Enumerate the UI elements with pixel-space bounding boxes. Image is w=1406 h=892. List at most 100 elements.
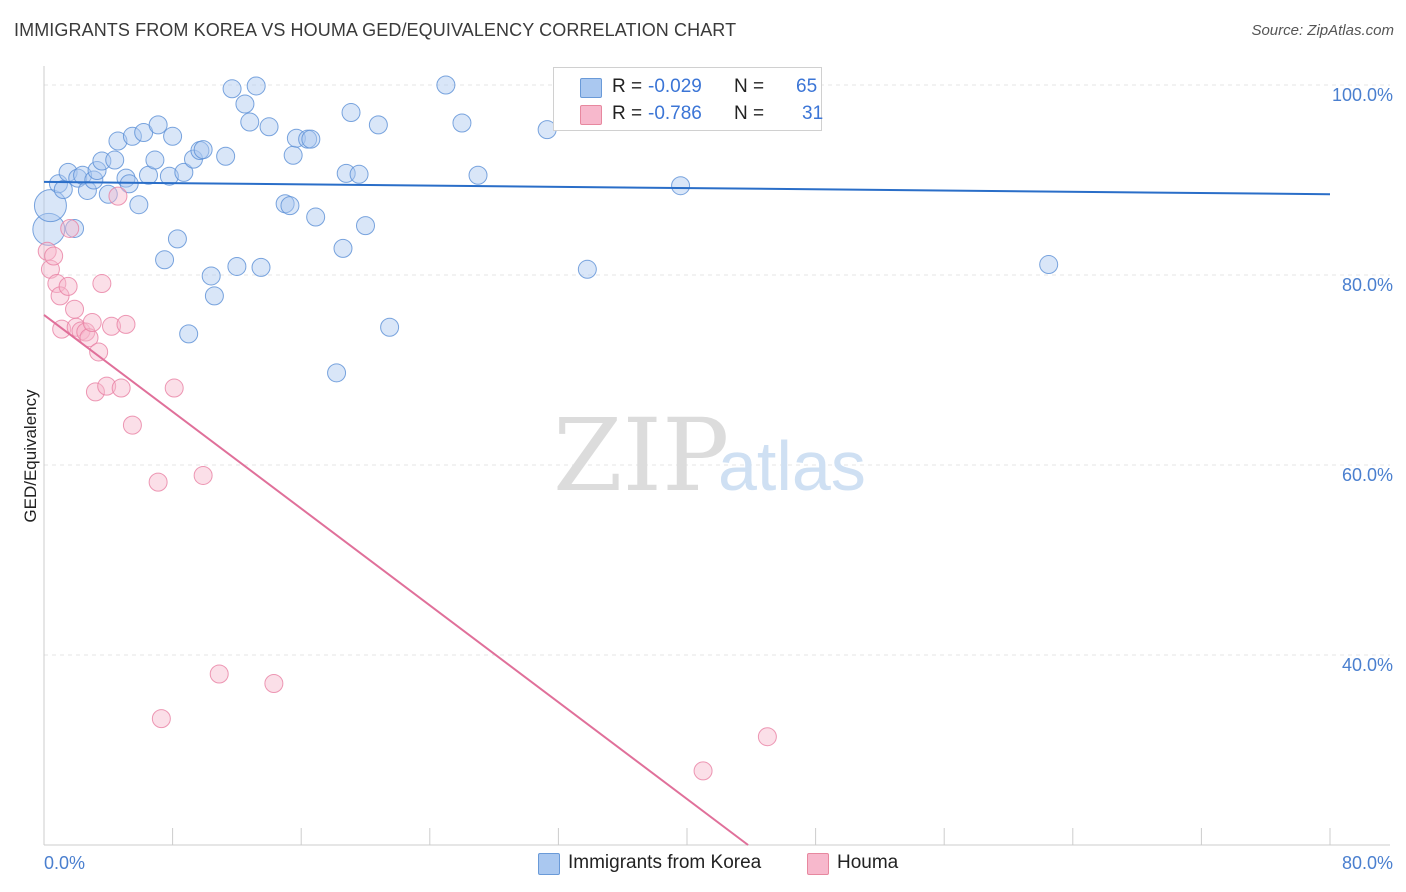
data-point xyxy=(356,216,375,236)
legend-r-value: -0.029 xyxy=(648,76,702,97)
data-point xyxy=(151,709,171,729)
data-point xyxy=(108,186,128,206)
y-tick-label: 40.0% xyxy=(1342,655,1393,675)
data-point xyxy=(436,75,456,95)
data-point xyxy=(174,162,194,182)
chart-title: IMMIGRANTS FROM KOREA VS HOUMA GED/EQUIV… xyxy=(14,20,737,40)
data-point xyxy=(368,115,388,135)
data-point xyxy=(167,229,187,249)
data-point xyxy=(89,342,109,362)
data-point xyxy=(116,314,136,334)
data-point xyxy=(108,131,128,151)
data-point xyxy=(53,180,73,199)
bottom-legend-swatch-korea xyxy=(538,853,560,875)
legend-swatch-houma xyxy=(580,105,602,125)
data-point xyxy=(251,257,271,277)
data-point xyxy=(1039,255,1059,275)
y-tick-label: 80.0% xyxy=(1342,275,1393,295)
data-point xyxy=(122,126,142,146)
data-point xyxy=(306,207,326,227)
x-tick-label: 80.0% xyxy=(1342,853,1393,873)
data-point xyxy=(58,276,78,296)
data-point xyxy=(122,415,142,435)
data-point xyxy=(264,674,284,693)
data-point xyxy=(145,150,165,170)
data-point xyxy=(82,313,102,332)
gridlines xyxy=(44,84,1390,656)
data-point xyxy=(32,212,66,246)
data-point xyxy=(327,363,347,383)
data-point xyxy=(216,146,236,166)
data-point xyxy=(341,103,361,123)
trend-line xyxy=(43,180,1331,196)
data-point xyxy=(452,113,472,133)
data-point xyxy=(73,165,93,185)
source-note: Source: ZipAtlas.com xyxy=(1251,22,1394,39)
data-point xyxy=(60,218,80,238)
x-tick-label: 0.0% xyxy=(44,853,85,873)
data-point xyxy=(148,472,168,492)
data-point xyxy=(164,378,184,398)
data-point xyxy=(98,184,118,204)
legend-n-label: N = xyxy=(734,103,765,124)
data-point xyxy=(757,727,777,747)
data-point xyxy=(102,316,122,336)
y-tick-label: 100.0% xyxy=(1332,85,1393,105)
data-point xyxy=(349,164,369,184)
data-point xyxy=(47,274,67,294)
data-points xyxy=(32,71,1059,781)
data-point xyxy=(179,324,199,344)
data-point xyxy=(693,761,713,781)
data-point xyxy=(333,238,353,258)
data-point xyxy=(65,299,85,319)
data-point xyxy=(227,256,247,276)
data-point xyxy=(111,378,131,398)
data-point xyxy=(129,195,149,215)
data-point xyxy=(468,165,488,185)
data-point xyxy=(301,129,321,149)
trend-lines xyxy=(43,180,1331,846)
data-point xyxy=(280,196,300,216)
data-point xyxy=(246,76,266,96)
data-point xyxy=(204,286,224,306)
bottom-legend-swatch-houma xyxy=(807,853,829,875)
bottom-legend-label-korea: Immigrants from Korea xyxy=(568,852,762,873)
legend-n-value: 65 xyxy=(796,76,818,97)
data-point xyxy=(222,79,242,99)
data-point xyxy=(163,126,183,146)
data-point xyxy=(76,322,96,342)
data-point xyxy=(50,286,70,306)
legend-swatch-korea xyxy=(580,78,602,98)
data-point xyxy=(283,145,303,165)
legend-r-value: -0.786 xyxy=(648,103,702,124)
data-point xyxy=(193,140,213,160)
watermark-atlas: atlas xyxy=(718,427,866,505)
data-point xyxy=(193,465,213,485)
data-point xyxy=(65,218,85,238)
trend-line xyxy=(43,314,749,846)
data-point xyxy=(155,250,175,270)
data-point xyxy=(97,376,117,396)
y-axis-label: GED/Equivalency xyxy=(21,389,40,523)
data-point xyxy=(159,166,179,186)
data-point xyxy=(235,94,255,114)
data-point xyxy=(79,328,99,348)
data-point xyxy=(380,317,400,337)
watermark-zip: ZIP xyxy=(553,397,729,514)
data-point xyxy=(148,115,168,135)
data-point xyxy=(209,664,229,684)
legend-r-label: R = xyxy=(612,76,643,97)
tick-labels: 40.0% 60.0% 80.0% 100.0% 0.0% 80.0% xyxy=(44,85,1393,873)
data-point xyxy=(105,150,125,170)
data-point xyxy=(44,246,64,266)
stats-legend: R = -0.029 N = 65 R = -0.786 N = 31 xyxy=(553,67,823,131)
data-point xyxy=(671,176,691,196)
bottom-legend-label-houma: Houma xyxy=(837,852,899,873)
legend-r-label: R = xyxy=(612,103,643,124)
legend-n-label: N = xyxy=(734,76,765,97)
data-point xyxy=(259,117,279,137)
data-point xyxy=(240,112,260,132)
y-tick-label: 60.0% xyxy=(1342,465,1393,485)
data-point xyxy=(87,161,107,180)
